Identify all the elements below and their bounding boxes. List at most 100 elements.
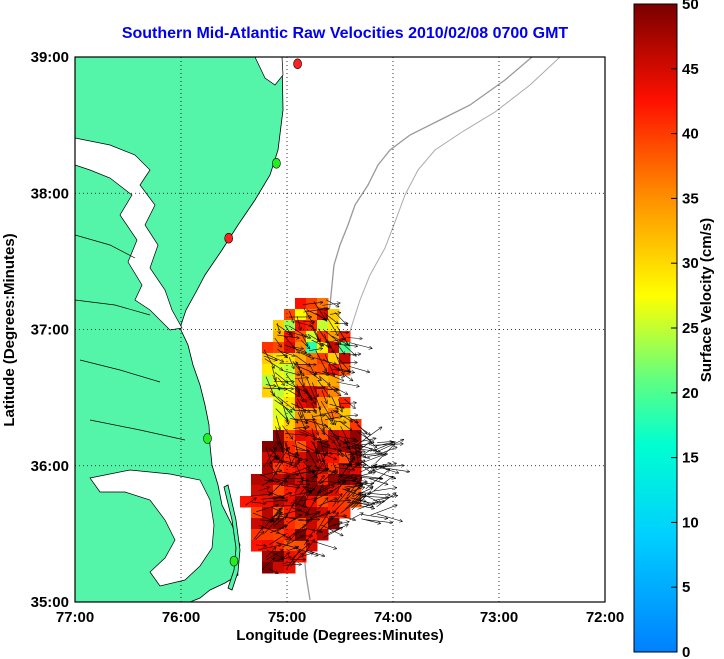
velocity-arrow: [283, 335, 299, 353]
velocity-arrow: [370, 505, 397, 516]
velocity-arrow: [337, 356, 350, 372]
velocity-arrow: [313, 441, 318, 463]
velocity-cell: [273, 529, 285, 541]
velocity-cell: [251, 485, 263, 497]
velocity-arrow: [320, 452, 337, 460]
colorbar-tick-label: 50: [682, 0, 699, 13]
velocity-arrow: [373, 488, 397, 492]
y-tick-label: 37:00: [31, 322, 69, 339]
velocity-arrow: [277, 396, 295, 410]
velocity-cell: [295, 309, 307, 321]
velocity-arrow: [275, 426, 283, 449]
velocity-arrow: [331, 396, 338, 409]
velocity-arrow: [324, 353, 334, 376]
velocity-arrow: [295, 361, 301, 374]
velocity-cell: [328, 386, 340, 398]
velocity-arrow: [306, 512, 320, 516]
velocity-cell: [328, 441, 340, 453]
velocity-arrow: [297, 441, 317, 452]
velocity-cell: [273, 331, 285, 343]
velocity-arrow: [282, 370, 299, 375]
y-tick-label: 36:00: [31, 458, 69, 475]
velocity-arrow: [282, 425, 292, 438]
velocity-cell: [295, 298, 307, 310]
velocity-cell: [328, 430, 340, 442]
velocity-arrow: [340, 474, 357, 478]
velocity-arrow: [319, 411, 337, 416]
velocity-arrow: [323, 371, 344, 380]
velocity-cell: [317, 452, 329, 464]
velocity-arrow: [296, 316, 301, 330]
velocity-cell: [262, 353, 274, 365]
y-tick-label: 39:00: [31, 49, 69, 66]
velocity-arrow: [291, 403, 309, 412]
velocity-arrow: [284, 499, 296, 520]
velocity-cell: [339, 342, 351, 354]
velocity-arrow: [322, 339, 344, 344]
velocity-cell: [295, 507, 307, 519]
colorbar-tick-label: 5: [682, 579, 690, 596]
velocity-cell: [306, 496, 318, 508]
velocity-arrow: [301, 540, 315, 558]
velocity-cell: [273, 496, 285, 508]
colorbar-tick-label: 15: [682, 450, 699, 467]
velocity-arrow: [354, 420, 366, 433]
velocity-cell: [317, 331, 329, 343]
velocity-arrow: [258, 487, 269, 492]
velocity-arrow: [361, 518, 380, 524]
velocity-arrow: [321, 390, 327, 403]
velocity-arrow: [265, 446, 271, 464]
velocity-cell: [328, 397, 340, 409]
velocity-arrow: [300, 351, 310, 356]
station-marker: [203, 433, 212, 444]
velocity-cell: [295, 320, 307, 332]
velocity-arrow: [264, 517, 278, 534]
velocity-arrow: [253, 528, 263, 540]
velocity-arrow: [303, 309, 326, 313]
velocity-arrow: [314, 420, 325, 435]
velocity-arrow: [322, 303, 339, 306]
velocity-cell: [240, 496, 252, 508]
velocity-arrow: [377, 513, 402, 521]
velocity-cell: [273, 364, 285, 376]
velocity-arrow: [251, 502, 265, 504]
velocity-arrow: [303, 388, 311, 400]
velocity-arrow: [346, 338, 362, 339]
colorbar-tick-label: 10: [682, 514, 699, 531]
velocity-arrow: [319, 452, 327, 464]
velocity-arrow: [263, 388, 287, 389]
velocity-arrow: [329, 403, 344, 408]
velocity-arrow: [296, 398, 305, 412]
velocity-arrow: [265, 500, 287, 503]
velocity-cell: [317, 529, 329, 541]
velocity-arrow: [250, 494, 272, 497]
velocity-arrow: [297, 379, 311, 398]
velocity-arrow: [345, 452, 365, 453]
velocity-cell: [317, 397, 329, 409]
y-axis-ticks: 35:00 36:00 37:00 38:00 39:00: [31, 49, 69, 611]
velocity-arrow: [334, 447, 353, 462]
velocity-arrow: [309, 348, 322, 351]
velocity-arrow: [305, 388, 316, 403]
velocity-cell: [251, 496, 263, 508]
velocity-cell: [284, 419, 296, 431]
velocity-arrow: [265, 509, 281, 527]
velocity-arrow: [356, 454, 385, 466]
velocity-cell: [273, 518, 285, 530]
velocity-arrow: [295, 489, 309, 507]
velocity-cell: [262, 441, 274, 453]
velocity-arrow: [256, 505, 278, 513]
velocity-arrow: [312, 460, 324, 481]
velocity-arrow: [315, 517, 332, 535]
velocity-cell: [284, 485, 296, 497]
velocity-arrow: [263, 349, 274, 368]
velocity-arrow: [287, 454, 308, 461]
velocity-arrow: [337, 489, 349, 504]
velocity-arrow: [311, 382, 318, 397]
velocity-arrow: [298, 553, 313, 558]
velocity-arrow: [279, 510, 300, 516]
velocity-arrow: [320, 400, 333, 421]
velocity-arrow: [349, 342, 372, 349]
velocity-cell: [306, 364, 318, 376]
velocity-cell: [262, 529, 274, 541]
